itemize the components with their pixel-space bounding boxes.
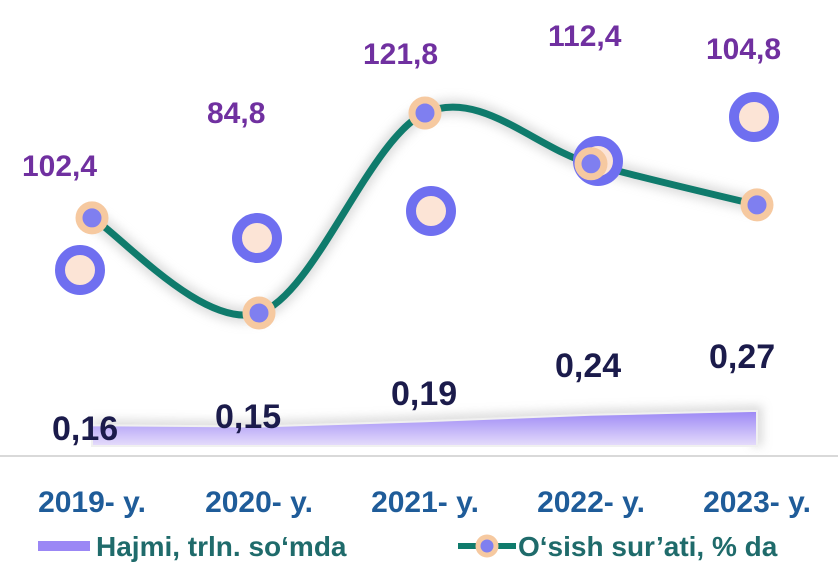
growth-marker	[242, 296, 276, 330]
legend-label-growth: O‘sish sur’ati, % da	[518, 531, 778, 562]
x-tick-label: 2019- y.	[38, 486, 146, 519]
growth-label: 121,8	[363, 38, 438, 71]
decor-marker	[232, 213, 282, 263]
growth-markers	[75, 96, 774, 330]
legend: Hajmi, trln. so‘mda O‘sish sur’ati, % da	[38, 531, 778, 562]
growth-marker	[574, 147, 608, 181]
x-tick-label: 2020- y.	[205, 486, 313, 519]
legend-label-volume: Hajmi, trln. so‘mda	[96, 531, 347, 562]
volume-area	[91, 409, 758, 447]
x-tick-label: 2023- y.	[703, 486, 811, 519]
x-axis-ticks: 2019- y. 2020- y. 2021- y. 2022- y. 2023…	[38, 486, 811, 519]
legend-swatch-growth-marker	[475, 534, 499, 558]
volume-labels: 0,16 0,15 0,19 0,24 0,27	[52, 338, 775, 448]
growth-label: 112,4	[548, 20, 622, 53]
volume-label: 0,24	[555, 347, 621, 385]
growth-label: 104,8	[706, 33, 781, 66]
x-tick-label: 2021- y.	[371, 486, 479, 519]
growth-marker	[740, 188, 774, 222]
decor-marker	[406, 186, 456, 236]
growth-marker	[408, 96, 442, 130]
growth-marker	[75, 201, 109, 235]
volume-series	[91, 405, 762, 447]
volume-label: 0,15	[215, 398, 281, 436]
volume-label: 0,27	[709, 338, 775, 376]
growth-label: 102,4	[22, 150, 97, 183]
legend-swatch-volume	[38, 541, 90, 551]
volume-label: 0,16	[52, 410, 118, 448]
volume-label: 0,19	[391, 375, 457, 413]
growth-labels: 102,4 84,8 121,8 112,4 104,8	[22, 20, 781, 183]
decor-marker	[729, 92, 779, 142]
decor-marker	[55, 245, 105, 295]
growth-label: 84,8	[207, 97, 265, 130]
x-tick-label: 2022- y.	[537, 486, 645, 519]
